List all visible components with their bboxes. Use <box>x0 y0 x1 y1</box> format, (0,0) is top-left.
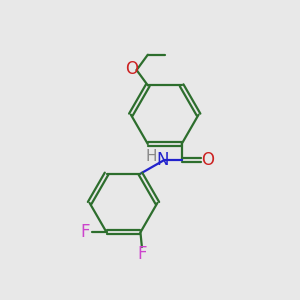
Text: O: O <box>201 151 214 169</box>
Text: F: F <box>137 244 147 262</box>
Text: F: F <box>81 223 90 241</box>
Text: H: H <box>146 149 158 164</box>
Text: O: O <box>125 60 138 78</box>
Text: N: N <box>156 151 169 169</box>
